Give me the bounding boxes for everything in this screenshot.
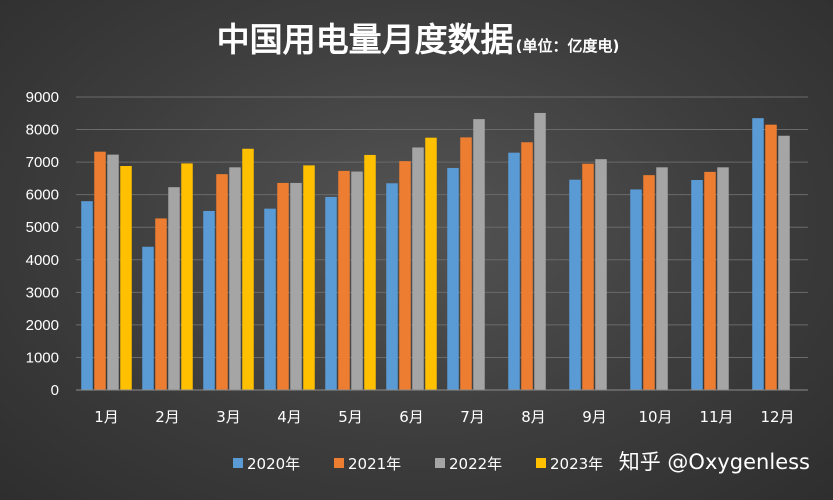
watermark: 知乎 @Oxygenless (619, 450, 810, 474)
bar (691, 180, 703, 390)
bar (351, 171, 363, 390)
y-tick-label: 4000 (26, 252, 59, 269)
bar (277, 182, 289, 390)
y-axis-ticks: 0 1000 2000 3000 4000 5000 6000 7000 8000 9000 (26, 89, 59, 399)
x-tick-label: 3月 (216, 408, 241, 426)
legend-swatch (536, 458, 546, 468)
bar (399, 161, 411, 390)
bar (412, 147, 424, 390)
legend: 2020年 2021年 2022年 2023年 (233, 455, 603, 473)
bar (181, 163, 193, 390)
bar (508, 152, 520, 390)
bar (94, 151, 106, 390)
legend-swatch (233, 458, 243, 468)
bar (142, 246, 154, 390)
bar (460, 137, 472, 390)
x-tick-label: 2月 (155, 408, 180, 426)
bar (765, 124, 777, 390)
x-axis-ticks: 1月 2月 3月 4月 5月 6月 7月 8月 9月 10月 11月 12月 (94, 408, 794, 426)
x-tick-label: 8月 (521, 408, 546, 426)
y-tick-label: 5000 (26, 219, 59, 236)
bar (569, 179, 581, 390)
chart-title: 中国用电量月度数据 (217, 20, 514, 59)
bar (447, 167, 459, 390)
x-tick-label: 12月 (760, 408, 794, 426)
x-tick-label: 10月 (638, 408, 672, 426)
bar (364, 154, 376, 390)
bar (229, 167, 241, 390)
bar (521, 142, 533, 390)
bar (216, 174, 228, 390)
y-tick-label: 7000 (26, 154, 59, 171)
y-tick-label: 0 (51, 382, 59, 399)
bar (778, 135, 790, 390)
y-tick-label: 2000 (26, 317, 59, 334)
bar (704, 171, 716, 390)
bar (290, 182, 302, 390)
x-tick-label: 11月 (699, 408, 733, 426)
bar (473, 119, 485, 390)
bar (534, 112, 546, 391)
bar (338, 170, 350, 390)
gridlines (76, 96, 808, 358)
legend-swatch (334, 458, 344, 468)
legend-label: 2020年 (247, 455, 300, 473)
y-tick-label: 8000 (26, 122, 59, 139)
y-tick-label: 1000 (26, 349, 59, 366)
chart-title-group: 中国用电量月度数据 (单位：亿度电) (217, 20, 620, 59)
bars (81, 112, 790, 391)
bar (386, 183, 398, 390)
bar (81, 201, 93, 390)
x-tick-label: 6月 (399, 408, 424, 426)
y-tick-label: 6000 (26, 187, 59, 204)
bar (325, 196, 337, 390)
bar (656, 167, 668, 390)
bar (717, 167, 729, 390)
y-tick-label: 3000 (26, 284, 59, 301)
bar (168, 187, 180, 390)
x-tick-label: 4月 (277, 408, 302, 426)
bar (155, 218, 167, 390)
bar (582, 163, 594, 390)
x-tick-label: 7月 (460, 408, 485, 426)
bar (630, 189, 642, 390)
bar (242, 148, 254, 390)
y-tick-label: 9000 (26, 89, 59, 106)
bar (264, 208, 276, 390)
legend-label: 2023年 (550, 455, 603, 473)
bar (643, 175, 655, 390)
legend-label: 2022年 (449, 455, 502, 473)
chart-unit-subtitle: (单位：亿度电) (516, 37, 620, 55)
x-tick-label: 1月 (94, 408, 119, 426)
bar (425, 137, 437, 390)
bar (303, 165, 315, 390)
legend-label: 2021年 (348, 455, 401, 473)
bar (752, 118, 764, 391)
legend-swatch (435, 458, 445, 468)
bar (203, 210, 215, 390)
bar (120, 166, 132, 390)
bar (107, 154, 119, 390)
x-tick-label: 5月 (338, 408, 363, 426)
x-tick-label: 9月 (582, 408, 607, 426)
bar (595, 159, 607, 390)
